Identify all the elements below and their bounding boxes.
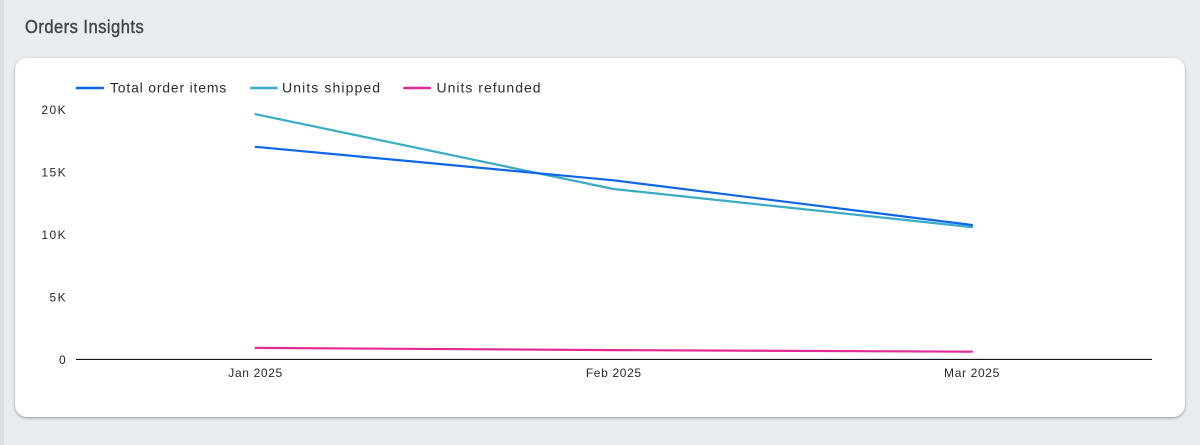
svg-text:0: 0	[59, 353, 67, 367]
svg-text:Total order items: Total order items	[110, 80, 227, 96]
svg-text:15K: 15K	[41, 166, 67, 180]
svg-text:10K: 10K	[41, 228, 67, 242]
svg-text:20K: 20K	[41, 103, 67, 117]
svg-text:5K: 5K	[50, 291, 68, 305]
svg-text:Units refunded: Units refunded	[437, 80, 542, 96]
svg-text:Jan 2025: Jan 2025	[228, 366, 283, 380]
svg-text:Feb 2025: Feb 2025	[586, 366, 642, 380]
svg-text:Mar 2025: Mar 2025	[944, 366, 1000, 380]
svg-text:Units shipped: Units shipped	[282, 80, 381, 96]
